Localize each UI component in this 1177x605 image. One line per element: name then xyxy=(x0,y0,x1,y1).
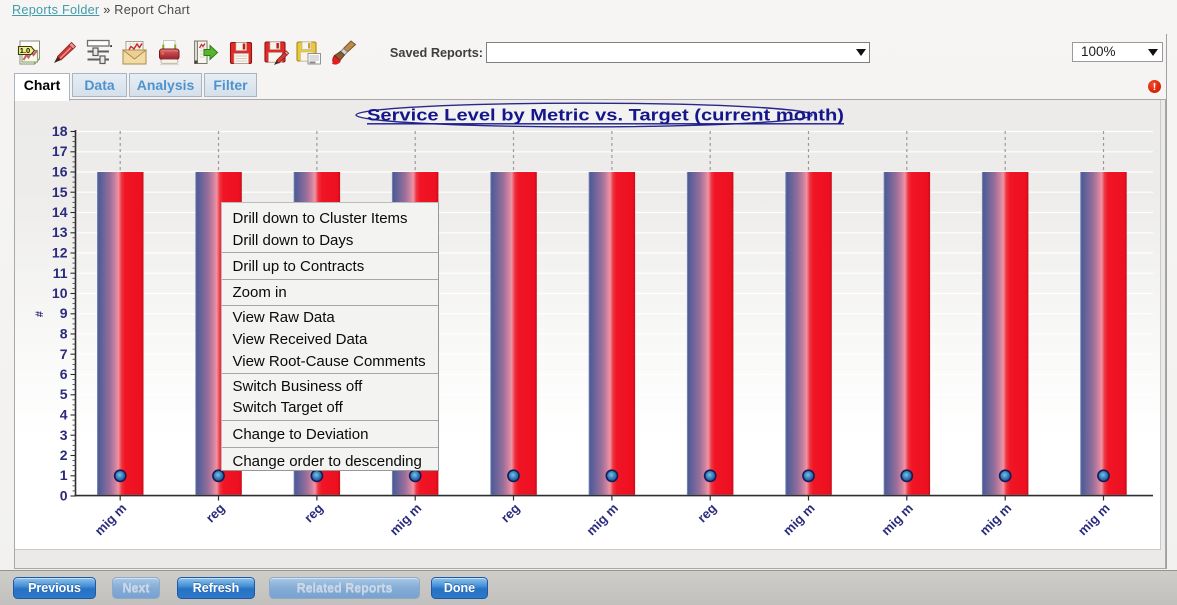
svg-text:9: 9 xyxy=(60,305,68,321)
svg-text:3: 3 xyxy=(60,427,68,443)
svg-text:5: 5 xyxy=(60,386,68,402)
svg-text:reg: reg xyxy=(694,500,719,525)
svg-text:reg: reg xyxy=(498,500,523,525)
svg-text:11: 11 xyxy=(53,265,68,281)
svg-text:8: 8 xyxy=(60,326,68,342)
svg-text:7: 7 xyxy=(60,346,68,362)
svg-text:reg: reg xyxy=(203,500,228,525)
svg-text:2: 2 xyxy=(60,447,68,463)
svg-text:1: 1 xyxy=(60,467,68,483)
svg-text:17: 17 xyxy=(52,143,68,159)
svg-text:4: 4 xyxy=(60,407,68,423)
svg-text:10: 10 xyxy=(52,285,68,301)
svg-text:12: 12 xyxy=(52,245,68,261)
svg-text:mig m: mig m xyxy=(780,501,818,539)
svg-text:14: 14 xyxy=(52,204,68,220)
svg-text:1.0: 1.0 xyxy=(20,46,30,55)
svg-text:16: 16 xyxy=(52,164,68,180)
svg-text:18: 18 xyxy=(52,123,68,139)
svg-text:mig m: mig m xyxy=(977,501,1015,539)
svg-text:13: 13 xyxy=(52,224,68,240)
svg-text:Service Level by Metric vs. Ta: Service Level by Metric vs. Target (curr… xyxy=(367,107,844,125)
svg-text:15: 15 xyxy=(52,184,68,200)
svg-text:reg: reg xyxy=(301,500,326,525)
svg-text:mig m: mig m xyxy=(387,501,425,539)
svg-text:mig m: mig m xyxy=(878,501,916,539)
svg-text:mig m: mig m xyxy=(583,501,621,539)
svg-text:mig m: mig m xyxy=(1075,501,1113,539)
svg-text:0: 0 xyxy=(60,488,68,504)
svg-text:#: # xyxy=(34,311,46,317)
svg-text:mig m: mig m xyxy=(92,501,130,539)
svg-text:6: 6 xyxy=(60,366,68,382)
